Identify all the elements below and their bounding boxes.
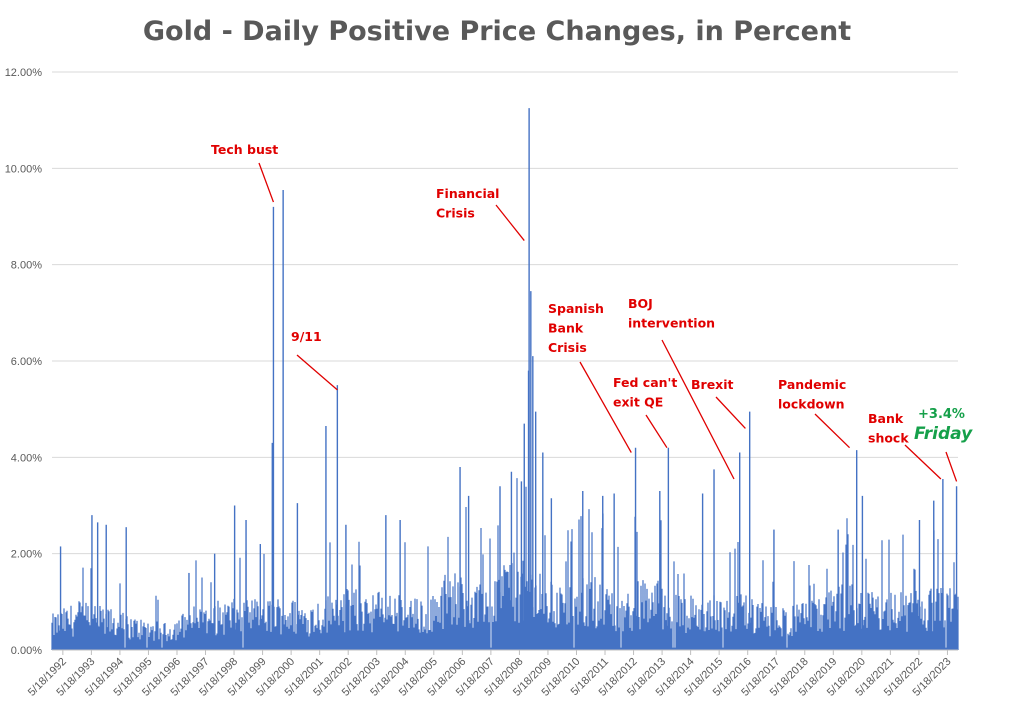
annotation-text: 9/11: [291, 329, 322, 344]
annotation-text: Crisis: [436, 206, 475, 221]
annotation-financial-crisis: Financial Crisis: [436, 186, 525, 241]
annotation-text: intervention: [628, 316, 715, 331]
x-axis-tick-labels: 5/18/19925/18/19935/18/19945/18/19955/18…: [26, 656, 954, 699]
y-tick-label: 6.00%: [11, 356, 42, 368]
annotation-text: Financial: [436, 186, 499, 201]
annotation-pointer: [495, 204, 525, 241]
event-annotations: Tech bust 9/11 Financial Crisis Spanish Bank C…: [211, 142, 973, 482]
annotation-text: exit QE: [613, 395, 663, 410]
y-tick-label: 2.00%: [11, 549, 42, 561]
annotation-text: Fed can't: [613, 375, 677, 390]
annotation-text: Pandemic: [778, 377, 846, 392]
y-tick-label: 8.00%: [11, 260, 42, 272]
y-tick-label: 0.00%: [11, 645, 42, 657]
x-axis: [52, 649, 958, 655]
annotation-text: shock: [868, 431, 909, 446]
annotation-pointer: [715, 396, 746, 429]
annotation-text: Bank: [868, 411, 904, 426]
annotation-pointer: [661, 339, 735, 480]
daily-change-bars: [51, 478, 959, 650]
annotation-pointer: [945, 451, 958, 482]
annotation-text: Friday: [914, 424, 973, 444]
annotation-pointer: [645, 414, 668, 449]
annotation-pointer: [296, 354, 338, 391]
y-tick-label: 10.00%: [5, 163, 43, 175]
annotation-fed-cant-exit-qe: Fed can't exit QE: [613, 375, 677, 449]
annotation-pandemic-lockdown: Pandemic lockdown: [778, 377, 851, 449]
y-tick-label: 12.00%: [5, 67, 43, 79]
gridlines: [52, 71, 958, 555]
annotation-friday-label: Friday: [914, 424, 973, 444]
y-axis-tick-labels: 0.00% 2.00% 4.00% 6.00% 8.00% 10.00% 12.00%: [5, 67, 43, 657]
annotation-nine-eleven: 9/11: [291, 329, 338, 391]
annotation-tech-bust: Tech bust: [211, 142, 278, 203]
annotation-text: Tech bust: [211, 142, 278, 157]
y-tick-label: 4.00%: [11, 452, 42, 464]
annotation-text: Bank: [548, 321, 584, 336]
annotation-brexit: Brexit: [691, 377, 746, 429]
annotation-pointer: [904, 444, 942, 480]
annotation-text: +3.4%: [918, 407, 965, 422]
annotation-friday-change: +3.4%: [918, 407, 965, 482]
annotation-text: Spanish: [548, 301, 604, 316]
chart-title: Gold - Daily Positive Price Changes, in …: [143, 16, 851, 47]
annotation-text: lockdown: [778, 397, 845, 412]
annotation-text: BOJ: [628, 296, 653, 311]
annotation-pointer: [258, 162, 275, 203]
annotation-text: Brexit: [691, 377, 734, 392]
annotation-spanish-bank-crisis: Spanish Bank Crisis: [548, 301, 632, 453]
annotation-bank-shock: Bank shock: [868, 411, 942, 480]
annotation-text: Crisis: [548, 340, 587, 355]
annotation-pointer: [814, 413, 851, 449]
annotation-pointer: [579, 361, 632, 453]
price-change-bars: [51, 108, 959, 650]
annotation-boj-intervention: BOJ intervention: [628, 296, 735, 480]
